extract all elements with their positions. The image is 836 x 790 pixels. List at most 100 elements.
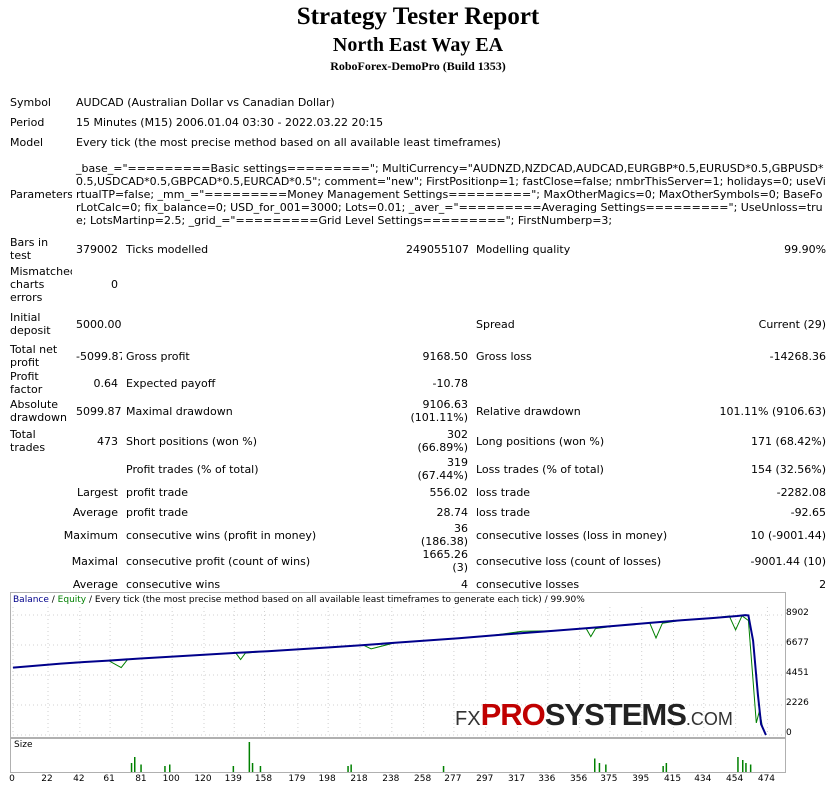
x-tick-label: 22 [41,774,53,784]
net-profit-value: -5099.87 [76,349,122,363]
avg-consec-wins-value: 4 [461,577,468,591]
size-bar [749,764,752,772]
avg-consec-wins-label: consecutive wins [126,577,221,591]
x-tick-label: 42 [73,774,85,784]
size-bar [662,766,664,772]
maximum-label: Maximum [63,528,118,542]
average-loss-label: loss trade [476,505,531,519]
long-value: 171 (68.42%) [751,434,827,448]
y-tick-label: 8902 [786,608,809,619]
x-tick-label: 218 [350,774,368,784]
size-chart-frame [10,738,786,773]
x-tick-label: 415 [663,774,682,784]
average-profit-value: 28.74 [436,505,469,519]
x-tick-label: 356 [570,774,588,784]
size-bar [232,766,235,772]
legend-equity: Equity [57,595,87,605]
x-tick-label: 0 [9,774,15,784]
report-title: Strategy Tester Report [296,3,540,30]
largest-loss-label: loss trade [476,485,531,499]
size-bar [164,766,166,772]
max-consec-losses-value: 10 (-9001.44) [750,528,827,542]
y-tick-label: 4451 [786,668,809,679]
gross-profit-value: 9168.50 [422,349,469,363]
abs-drawdown-label: Absolute drawdown [10,398,67,424]
short-label: Short positions (won %) [126,434,258,448]
size-chart [130,742,752,772]
report-table: Symbol AUDCAD (Australian Dollar vs Cana… [6,92,830,594]
profit-factor-value: 0.64 [93,376,119,390]
y-tick-label: 0 [786,728,792,738]
maximal-consec-profit-label: consecutive profit (count of wins) [126,554,311,568]
loss-trades-value: 154 (32.56%) [751,462,827,476]
x-tick-label: 395 [632,774,650,784]
total-trades-value: 473 [97,434,118,448]
x-tick-label: 317 [507,774,526,784]
size-bar [594,758,596,772]
size-bar [742,760,744,772]
largest-profit-label: profit trade [126,485,189,499]
size-bar [347,766,349,772]
payoff-label: Expected payoff [126,376,216,390]
rel-drawdown-label: Relative drawdown [476,404,581,418]
mismatch-label: Mismatched charts errors [10,264,72,304]
size-bar [350,764,352,772]
balance-equity-chart [12,607,785,736]
average-profit-label: profit trade [126,505,189,519]
model-value: Every tick (the most precise method base… [76,135,501,149]
profit-factor-label: Profit factor [10,370,43,396]
size-bar [140,764,142,772]
watermark-logo: FXPROSYSTEMS.COM [455,697,733,733]
x-tick-label: 61 [103,774,115,784]
x-tick-label: 81 [135,774,147,784]
avg-consec-label: Average [72,577,118,591]
quality-label: Modelling quality [476,242,571,256]
rel-drawdown-value: 101.11% (9106.63) [719,404,827,418]
size-label: Size [14,740,33,750]
largest-loss-value: -2282.08 [776,485,827,499]
deposit-label: Initial deposit [10,311,51,337]
net-profit-label: Total net profit [10,343,58,369]
quality-value: 99.90% [784,242,827,256]
spread-label: Spread [476,317,515,331]
long-label: Long positions (won %) [476,434,605,448]
size-bar [248,742,251,772]
size-bar [251,763,254,772]
balance-chart-frame [10,592,786,738]
x-tick-label: 198 [318,774,336,784]
legend-balance: Balance [13,595,49,605]
size-bar [130,763,133,772]
parameters-value: _base_="=========Basic settings=========… [76,161,826,227]
x-tick-label: 297 [476,774,494,784]
watermark-fx: FX [455,708,481,730]
max-consec-wins-value: 36 (186.38) [420,522,468,548]
ticks-label: Ticks modelled [126,242,209,256]
maximal-label: Maximal [71,554,118,568]
profit-trades-value: 319 (67.44%) [417,456,468,482]
spread-value: Current (29) [758,317,827,331]
x-tick-label: 258 [414,774,432,784]
max-drawdown-label: Maximal drawdown [126,404,233,418]
avg-consec-losses-value: 2 [819,577,827,591]
maximal-consec-profit-value: 1665.26 (3) [422,548,469,574]
y-tick-label: 6677 [786,638,809,649]
x-tick-label: 434 [694,774,712,784]
loss-trades-label: Loss trades (% of total) [476,462,604,476]
ea-name: North East Way EA [332,34,504,56]
mismatch-value: 0 [111,277,118,291]
size-bar [605,764,607,772]
gross-loss-value: -14268.36 [769,349,827,363]
average-label: Average [72,505,118,519]
chart-legend: Balance / Equity / Every tick (the most … [13,595,585,605]
gross-profit-label: Gross profit [126,349,190,363]
maximal-consec-loss-value: -9001.44 (10) [750,554,827,568]
size-bar [169,764,171,772]
ticks-value: 249055107 [406,242,469,256]
series-line-balance [12,614,767,736]
size-bar [259,766,262,772]
gross-loss-label: Gross loss [476,349,532,363]
size-bar [745,763,747,772]
x-tick-label: 277 [444,774,462,784]
watermark-systems: SYSTEMS [544,697,687,732]
abs-drawdown-value: 5099.87 [76,404,122,418]
